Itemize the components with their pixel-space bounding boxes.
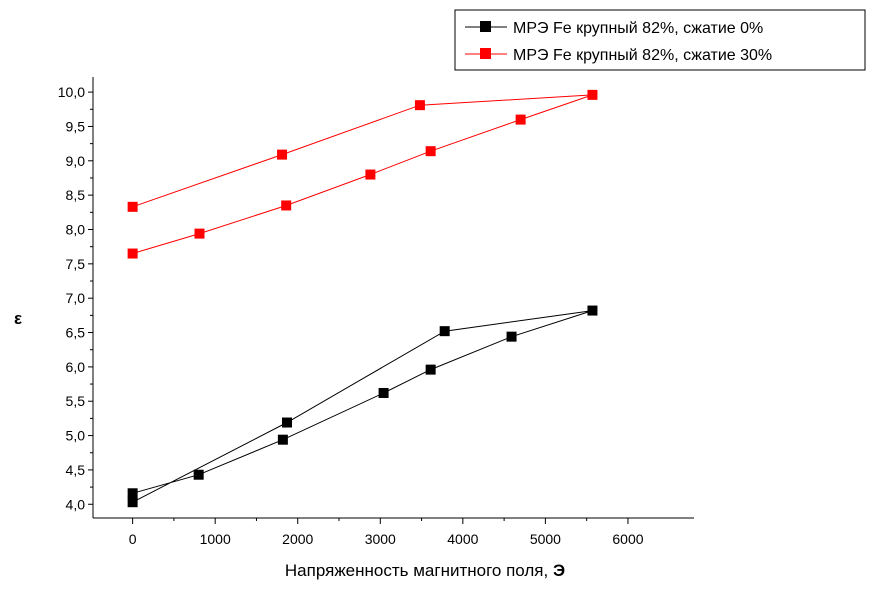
data-point-1: [365, 169, 376, 180]
legend-label-1: МРЭ Fe крупный 82%, сжатие 30%: [513, 47, 772, 64]
x-tick-label: 4000: [447, 531, 478, 547]
y-tick-label: 5,5: [66, 393, 86, 409]
data-point-1: [194, 228, 205, 239]
x-tick-label: 3000: [365, 531, 396, 547]
data-point-1: [587, 89, 598, 100]
data-point-1: [127, 248, 138, 259]
data-point-1: [277, 149, 288, 160]
data-point-0: [587, 305, 598, 316]
data-point-1: [425, 146, 436, 157]
y-tick-label: 4,5: [66, 462, 86, 478]
data-point-0: [425, 364, 436, 375]
x-tick-label: 0: [129, 531, 137, 547]
y-tick-label: 9,0: [66, 153, 86, 169]
y-axis-label: ε: [14, 309, 22, 328]
series-line-0: [132, 310, 593, 503]
y-tick-label: 8,5: [66, 187, 86, 203]
data-point-1: [515, 114, 526, 125]
y-tick-label: 5,0: [66, 428, 86, 444]
data-point-1: [281, 200, 292, 211]
data-point-0: [439, 326, 450, 337]
axes: 4,0 4,5 5,0 5,5 6,0 6,5 7,0 7,5 8,0 8,5 9,0 9,5 10,0…: [58, 77, 694, 547]
x-tick-label: 1000: [200, 531, 231, 547]
data-point-0: [506, 331, 517, 342]
x-axis-label: Напряженность магнитного поля, Э: [285, 561, 565, 580]
data-point-0: [127, 497, 138, 508]
x-axis-label-unit: Э: [553, 561, 565, 580]
data-point-1: [127, 201, 138, 212]
data-point-0: [378, 387, 389, 398]
y-tick-label: 10,0: [58, 84, 85, 100]
data-point-0: [127, 488, 138, 499]
y-tick-label: 7,5: [66, 256, 86, 272]
y-tick-label: 6,5: [66, 325, 86, 341]
y-tick-label: 8,0: [66, 221, 86, 237]
x-tick-label: 6000: [612, 531, 643, 547]
y-tick-label: 7,0: [66, 290, 86, 306]
legend-marker-0: [480, 21, 491, 32]
y-tick-label: 6,0: [66, 359, 86, 375]
legend: МРЭ Fe крупный 82%, сжатие 0% МРЭ Fe кру…: [454, 9, 866, 71]
legend-marker-1: [480, 48, 491, 59]
data-point-1: [414, 100, 425, 111]
x-tick-label: 2000: [282, 531, 313, 547]
series-layer: [127, 89, 598, 508]
y-tick-label: 4,0: [66, 496, 86, 512]
data-point-0: [193, 469, 204, 480]
y-tick-label: 9,5: [66, 118, 86, 134]
series-line-1: [132, 94, 593, 254]
legend-label-0: МРЭ Fe крупный 82%, сжатие 0%: [513, 20, 763, 37]
x-axis-label-main: Напряженность магнитного поля,: [285, 561, 553, 580]
x-tick-label: 5000: [530, 531, 561, 547]
data-point-0: [277, 434, 288, 445]
legend-box: [454, 9, 866, 71]
data-point-0: [282, 417, 293, 428]
